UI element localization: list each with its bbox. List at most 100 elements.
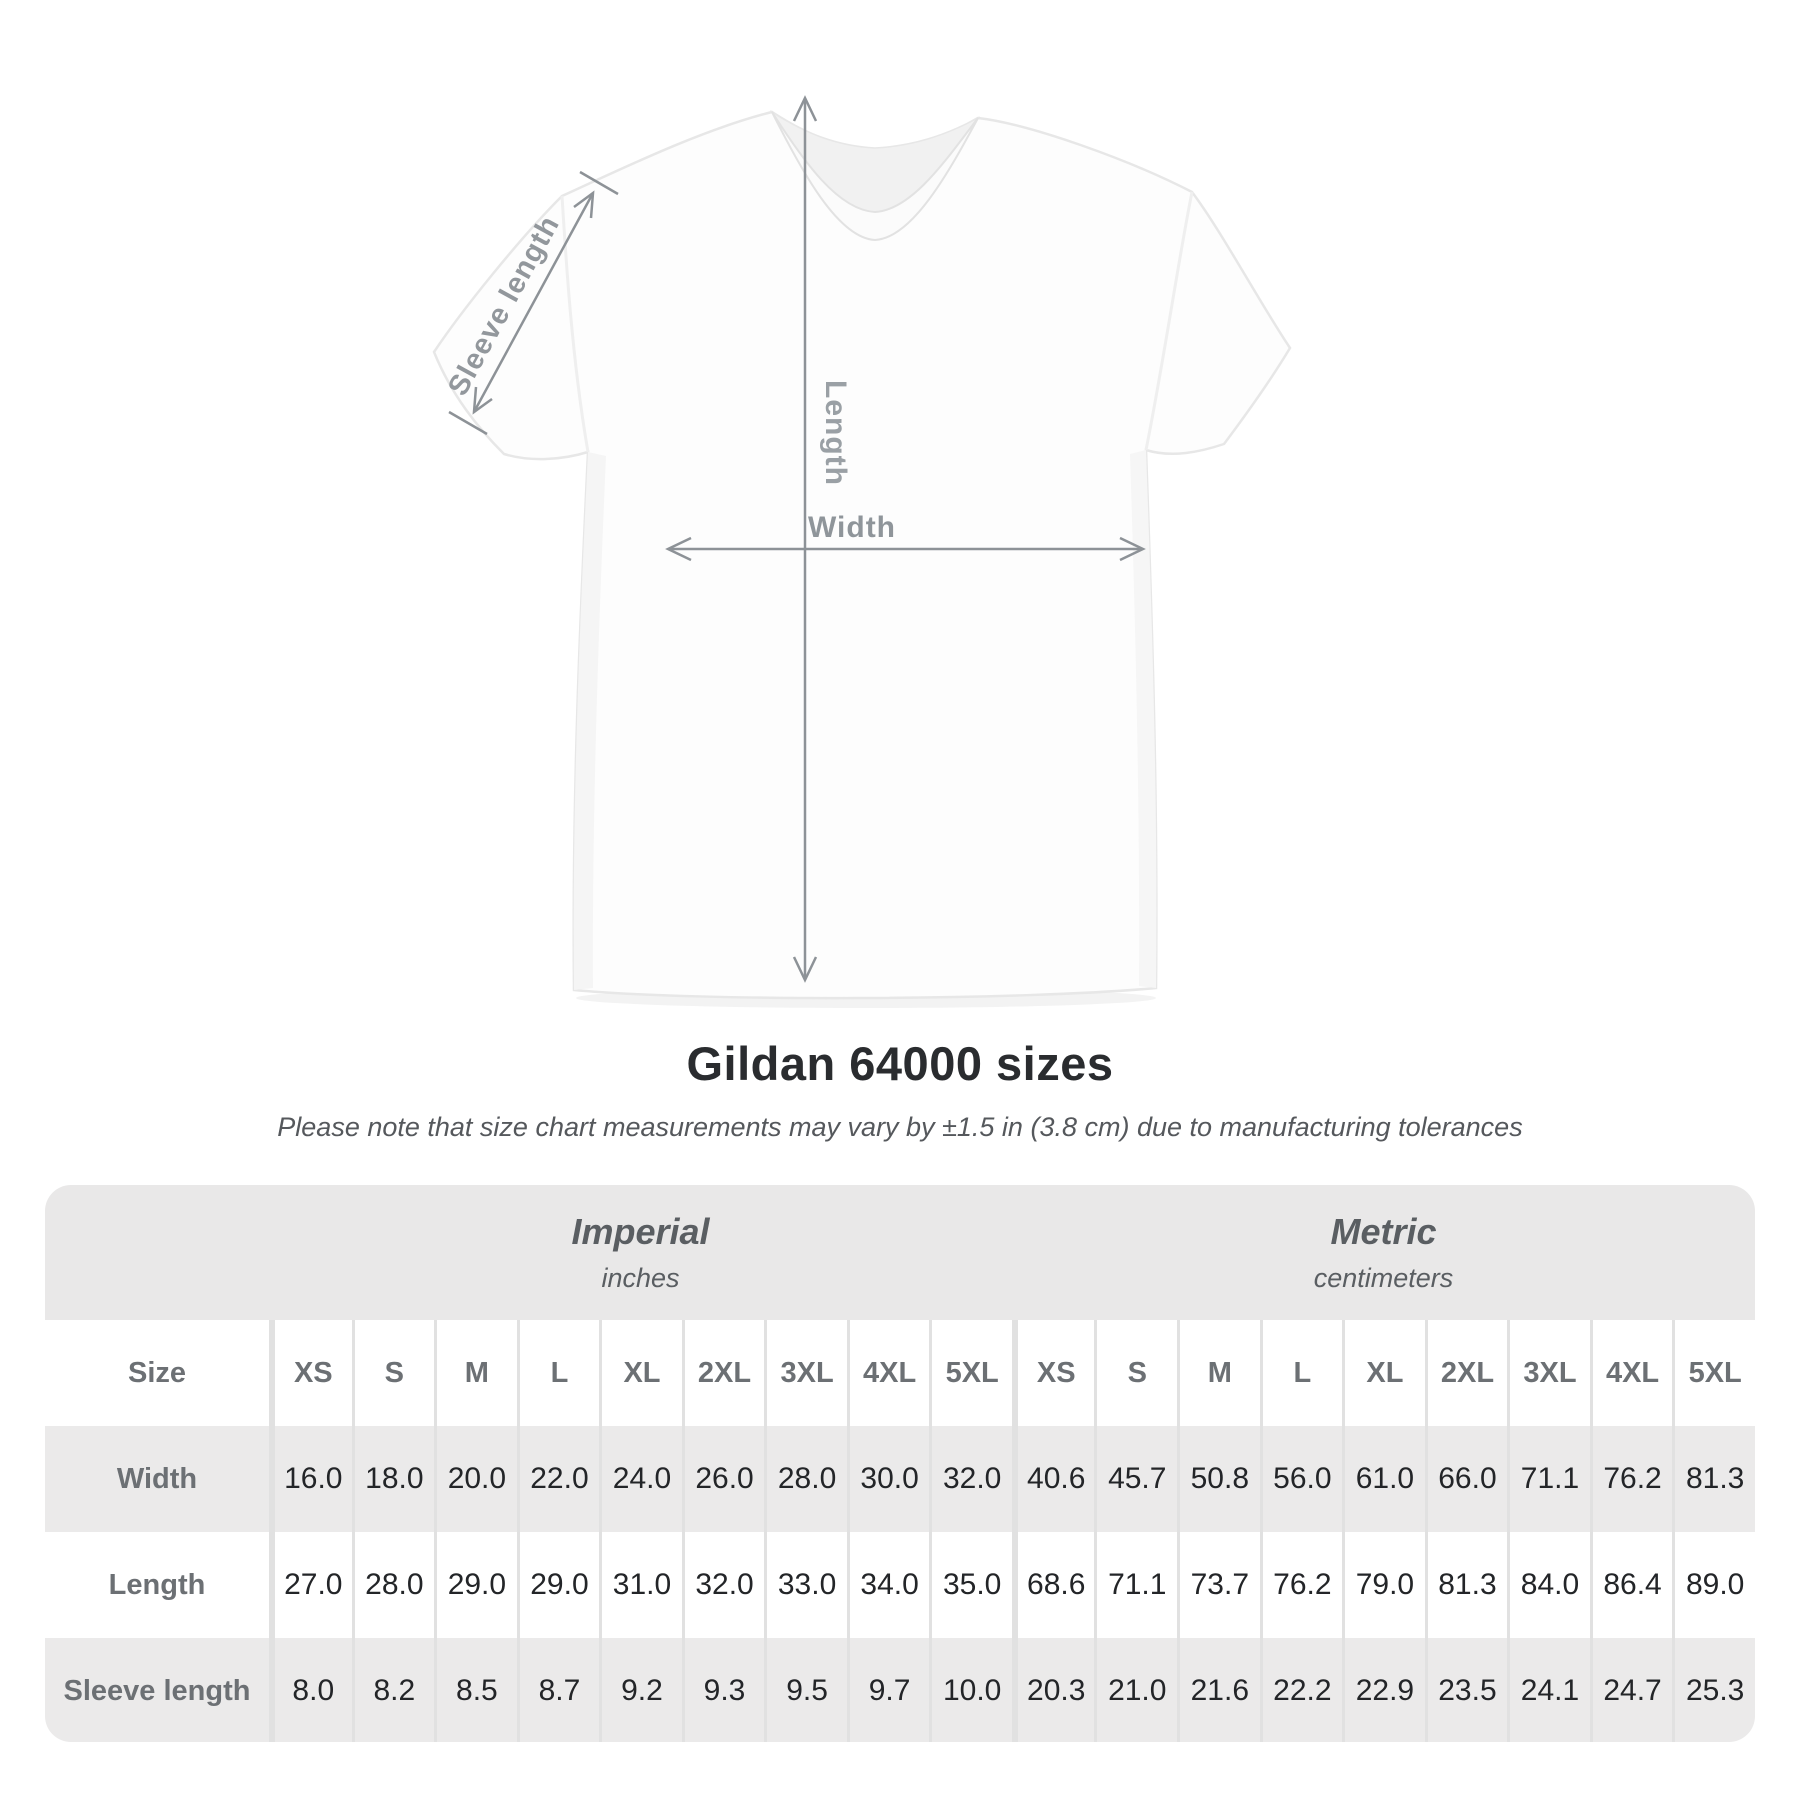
size-col-metric-2xl: 2XL — [1424, 1320, 1508, 1426]
table-cell: 73.7 — [1177, 1532, 1260, 1638]
table-cell: 9.3 — [681, 1638, 765, 1742]
table-cell: 68.6 — [1011, 1532, 1095, 1638]
table-cell: 76.2 — [1259, 1532, 1343, 1638]
table-row-sleeve-length: Sleeve length 8.0 8.2 8.5 8.7 9.2 9.3 9.5 9.7 10.… — [45, 1638, 1755, 1742]
size-col-imperial-s: S — [351, 1320, 435, 1426]
table-row-width: Width 16.0 18.0 20.0 22.0 24.0 26.0 28.0 30.0 32.… — [45, 1426, 1755, 1532]
table-cell: 22.2 — [1259, 1638, 1343, 1742]
shirt-shading-left — [573, 452, 606, 990]
table-cell: 84.0 — [1507, 1532, 1590, 1638]
length-arrow — [792, 95, 818, 983]
width-label: Width — [808, 511, 896, 544]
table-cell: 31.0 — [599, 1532, 682, 1638]
width-arrow — [665, 536, 1146, 562]
table-cell: 71.1 — [1094, 1532, 1178, 1638]
size-col-imperial-5xl: 5XL — [929, 1320, 1012, 1426]
size-col-metric-m: M — [1177, 1320, 1260, 1426]
size-col-imperial-xl: XL — [599, 1320, 682, 1426]
size-col-metric-xs: XS — [1011, 1320, 1095, 1426]
page-subtitle: Please note that size chart measurements… — [277, 1112, 1523, 1142]
size-col-metric-5xl: 5XL — [1672, 1320, 1755, 1426]
table-cell: 32.0 — [929, 1426, 1012, 1532]
table-cell: 76.2 — [1589, 1426, 1673, 1532]
left-sleeve-seam — [560, 195, 590, 453]
table-cell: 23.5 — [1424, 1638, 1508, 1742]
units-header-row: Imperial inches Metric centimeters — [45, 1185, 1755, 1320]
table-cell: 28.0 — [351, 1532, 435, 1638]
size-table-card: Imperial inches Metric centimeters Size … — [45, 1185, 1755, 1742]
table-cell: 8.2 — [351, 1638, 435, 1742]
table-cell: 22.0 — [516, 1426, 600, 1532]
table-cell: 21.0 — [1094, 1638, 1178, 1742]
table-cell: 29.0 — [434, 1532, 517, 1638]
size-col-imperial-l: L — [516, 1320, 600, 1426]
size-col-metric-4xl: 4XL — [1589, 1320, 1673, 1426]
units-corner-cell — [45, 1185, 270, 1320]
metric-title: Metric — [1330, 1211, 1437, 1252]
table-cell: 9.5 — [764, 1638, 847, 1742]
table-cell: 79.0 — [1342, 1532, 1425, 1638]
page-title: Gildan 64000 sizes — [686, 1037, 1114, 1090]
row-label: Sleeve length — [45, 1638, 270, 1742]
table-cell: 45.7 — [1094, 1426, 1178, 1532]
size-col-metric-3xl: 3XL — [1507, 1320, 1590, 1426]
table-cell: 71.1 — [1507, 1426, 1590, 1532]
imperial-title: Imperial — [571, 1211, 710, 1252]
table-cell: 35.0 — [929, 1532, 1012, 1638]
tshirt-figure: Sleeve length Length Width — [432, 95, 1292, 1008]
table-cell: 24.1 — [1507, 1638, 1590, 1742]
table-cell: 8.7 — [516, 1638, 600, 1742]
size-table: Imperial inches Metric centimeters Size … — [45, 1185, 1755, 1742]
collar-band — [771, 111, 979, 242]
table-cell: 18.0 — [351, 1426, 435, 1532]
table-cell: 20.0 — [434, 1426, 517, 1532]
tshirt-body — [432, 110, 1292, 1000]
table-cell: 56.0 — [1259, 1426, 1343, 1532]
table-cell: 16.0 — [269, 1426, 352, 1532]
table-cell: 33.0 — [764, 1532, 847, 1638]
metric-unit: centimeters — [1313, 1263, 1454, 1293]
table-cell: 8.5 — [434, 1638, 517, 1742]
table-cell: 8.0 — [269, 1638, 352, 1742]
table-cell: 50.8 — [1177, 1426, 1260, 1532]
row-label: Width — [45, 1426, 270, 1532]
table-cell: 22.9 — [1342, 1638, 1425, 1742]
table-cell: 81.3 — [1672, 1426, 1755, 1532]
shirt-shading-right — [1130, 450, 1157, 988]
table-cell: 30.0 — [846, 1426, 930, 1532]
table-cell: 40.6 — [1011, 1426, 1095, 1532]
size-col-metric-xl: XL — [1342, 1320, 1425, 1426]
table-cell: 29.0 — [516, 1532, 600, 1638]
table-cell: 81.3 — [1424, 1532, 1508, 1638]
table-cell: 32.0 — [681, 1532, 765, 1638]
row-label: Length — [45, 1532, 270, 1638]
size-col-metric-l: L — [1259, 1320, 1343, 1426]
size-col-imperial-4xl: 4XL — [846, 1320, 930, 1426]
table-cell: 20.3 — [1011, 1638, 1095, 1742]
size-col-imperial-xs: XS — [269, 1320, 352, 1426]
size-header-row: Size XS S M L XL 2XL 3XL 4XL 5XL XS S M L XL 2XL 3XL 4XL… — [45, 1320, 1755, 1426]
size-col-metric-s: S — [1094, 1320, 1178, 1426]
size-header-label: Size — [45, 1320, 270, 1426]
table-cell: 89.0 — [1672, 1532, 1755, 1638]
size-col-imperial-2xl: 2XL — [681, 1320, 765, 1426]
table-cell: 86.4 — [1589, 1532, 1673, 1638]
tshirt-diagram-svg: Sleeve length Length Width — [432, 95, 1292, 1008]
table-cell: 26.0 — [681, 1426, 765, 1532]
table-cell: 10.0 — [929, 1638, 1012, 1742]
table-cell: 24.0 — [599, 1426, 682, 1532]
table-cell: 61.0 — [1342, 1426, 1425, 1532]
length-label: Length — [819, 380, 852, 486]
table-cell: 66.0 — [1424, 1426, 1508, 1532]
table-cell: 24.7 — [1589, 1638, 1673, 1742]
imperial-unit: inches — [601, 1263, 680, 1293]
table-row-length: Length 27.0 28.0 29.0 29.0 31.0 32.0 33.0 34.0 35… — [45, 1532, 1755, 1638]
size-col-imperial-m: M — [434, 1320, 517, 1426]
table-cell: 21.6 — [1177, 1638, 1260, 1742]
table-cell: 25.3 — [1672, 1638, 1755, 1742]
right-sleeve-seam — [1144, 191, 1194, 451]
table-cell: 27.0 — [269, 1532, 352, 1638]
table-cell: 9.7 — [846, 1638, 930, 1742]
table-cell: 34.0 — [846, 1532, 930, 1638]
